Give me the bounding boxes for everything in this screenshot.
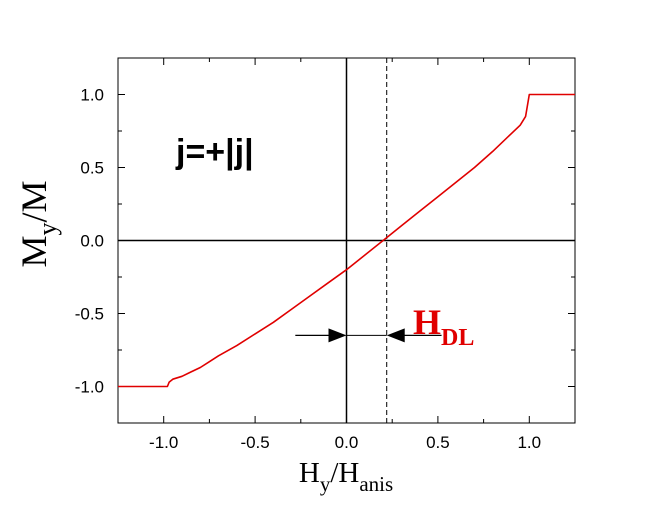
tick-marks	[117, 57, 576, 424]
y-axis-title-rest: /M	[14, 180, 54, 222]
y-axis-title-sub: y	[33, 223, 62, 236]
y-tick-label: 0.0	[80, 232, 104, 251]
x-axis-title-sep: /H	[330, 457, 359, 489]
reference-lines	[118, 58, 575, 423]
magnetization-curve	[118, 93, 575, 388]
y-axis-title: My/M	[14, 180, 62, 267]
right-arrow-head	[386, 328, 405, 343]
x-axis-title-main: H	[299, 457, 320, 489]
tick-labels: -1.0 -0.5 0.0 0.5 1.0 -1.0 -0.5 0.0 0.5 1.0	[75, 86, 541, 453]
current-direction-label: j=+|j|	[175, 133, 254, 171]
left-arrow-head	[328, 328, 347, 343]
x-tick-label: 0.5	[426, 433, 450, 452]
y-tick-label: -1.0	[75, 378, 104, 397]
y-tick-label: -0.5	[75, 305, 104, 324]
hdl-label: HDL	[413, 302, 474, 351]
x-axis-title: Hy/Hanis	[299, 457, 393, 496]
x-axis-title-sub-anis: anis	[359, 472, 393, 496]
x-axis-title-sub-y: y	[320, 472, 331, 496]
x-tick-label: -0.5	[240, 433, 269, 452]
y-tick-label: 1.0	[80, 86, 104, 105]
x-tick-label: -1.0	[149, 433, 178, 452]
x-tick-label: 1.0	[517, 433, 541, 452]
x-tick-label: 0.0	[335, 433, 359, 452]
hdl-label-main: H	[413, 302, 441, 342]
series-layer	[118, 93, 575, 388]
y-tick-label: 0.5	[80, 159, 104, 178]
hdl-arrows	[295, 328, 442, 343]
hdl-label-sub: DL	[441, 325, 474, 351]
y-axis-title-main: M	[14, 236, 54, 268]
